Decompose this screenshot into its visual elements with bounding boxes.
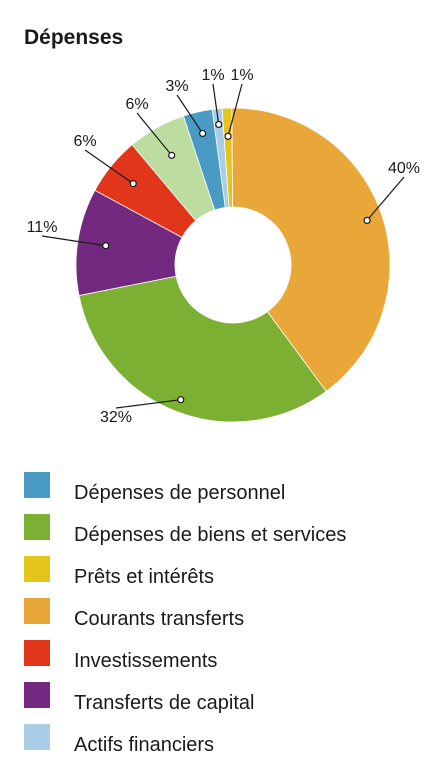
legend-swatch bbox=[24, 514, 50, 540]
legend-label: Transferts de capital bbox=[74, 692, 255, 714]
donut-slices bbox=[75, 107, 391, 423]
slice-percent-label: 6% bbox=[125, 96, 148, 113]
slice-percent-label: 1% bbox=[230, 67, 253, 84]
label-anchor-dot bbox=[224, 132, 232, 140]
label-leaders bbox=[41, 83, 405, 409]
label-leader-line bbox=[41, 235, 106, 247]
donut-slice bbox=[231, 107, 391, 392]
legend-swatch bbox=[24, 682, 50, 708]
slice-percent-label: 40% bbox=[388, 160, 420, 177]
label-leader-line bbox=[115, 399, 181, 409]
legend-label: Courants transferts bbox=[74, 608, 245, 630]
legend-label: Dépenses de personnel bbox=[74, 482, 286, 504]
donut-chart: 1% 40% 32% 11% 6% 6% 3% 1% bbox=[27, 67, 420, 426]
slice-percent-label: 6% bbox=[73, 133, 96, 150]
label-anchor-dot bbox=[363, 216, 371, 224]
slice-percent-label: 32% bbox=[100, 409, 132, 426]
legend-swatch bbox=[24, 472, 50, 498]
label-leader-line bbox=[176, 94, 204, 134]
label-anchor-dot bbox=[168, 151, 176, 159]
legend-label: Prêts et intérêts bbox=[74, 566, 215, 588]
label-anchor-dot bbox=[199, 129, 207, 138]
label-anchor-dot bbox=[177, 396, 185, 404]
label-anchor-dot bbox=[129, 180, 137, 188]
slice-percent-label: 11% bbox=[27, 219, 58, 236]
label-anchor-dot bbox=[102, 242, 110, 250]
legend-swatch bbox=[24, 598, 50, 624]
label-leader-line bbox=[136, 112, 173, 156]
donut-slice bbox=[78, 275, 327, 423]
legend-label: Investissements bbox=[74, 650, 218, 672]
slice-percent-label: 3% bbox=[165, 78, 188, 95]
chart-title: Dépenses bbox=[24, 26, 124, 49]
legend-swatch bbox=[24, 556, 50, 582]
label-anchor-dot bbox=[215, 120, 223, 129]
label-leader-line bbox=[227, 83, 243, 137]
legend-swatch bbox=[24, 724, 50, 750]
label-leader-line bbox=[212, 83, 220, 125]
label-leader-line bbox=[366, 176, 405, 221]
slice-percent-label: 1% bbox=[201, 67, 224, 84]
label-leader-line bbox=[84, 149, 134, 185]
slice-labels: 1% 40% 32% 11% 6% 6% 3% 1% bbox=[27, 67, 420, 426]
donut-slice bbox=[211, 107, 230, 208]
legend-swatch bbox=[24, 640, 50, 666]
legend-label: Dépenses de biens et services bbox=[74, 524, 347, 546]
legend-label: Actifs financiers bbox=[74, 734, 215, 756]
